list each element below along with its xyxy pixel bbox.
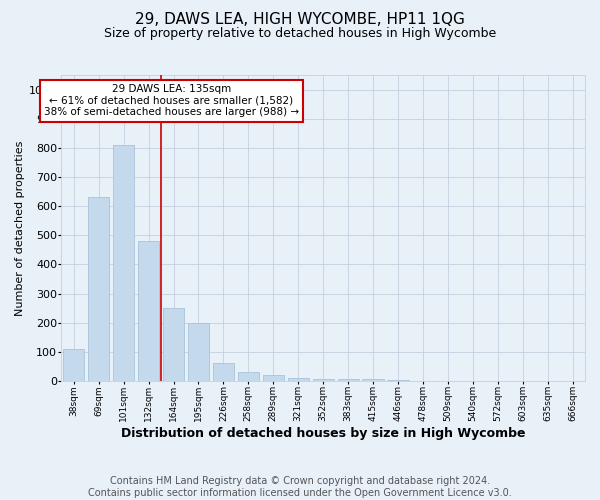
- Bar: [213, 364, 234, 381]
- Bar: [362, 380, 383, 381]
- Bar: [88, 198, 109, 381]
- Bar: [113, 145, 134, 381]
- Text: Contains HM Land Registry data © Crown copyright and database right 2024.
Contai: Contains HM Land Registry data © Crown c…: [88, 476, 512, 498]
- Bar: [338, 380, 359, 381]
- Text: Size of property relative to detached houses in High Wycombe: Size of property relative to detached ho…: [104, 28, 496, 40]
- Bar: [287, 378, 309, 381]
- Bar: [388, 380, 409, 381]
- Bar: [63, 349, 85, 381]
- Bar: [163, 308, 184, 381]
- Bar: [313, 380, 334, 381]
- Text: 29, DAWS LEA, HIGH WYCOMBE, HP11 1QG: 29, DAWS LEA, HIGH WYCOMBE, HP11 1QG: [135, 12, 465, 28]
- Bar: [238, 372, 259, 381]
- Text: 29 DAWS LEA: 135sqm
← 61% of detached houses are smaller (1,582)
38% of semi-det: 29 DAWS LEA: 135sqm ← 61% of detached ho…: [44, 84, 299, 117]
- Bar: [188, 322, 209, 381]
- X-axis label: Distribution of detached houses by size in High Wycombe: Distribution of detached houses by size …: [121, 427, 526, 440]
- Bar: [138, 241, 159, 381]
- Y-axis label: Number of detached properties: Number of detached properties: [15, 140, 25, 316]
- Bar: [263, 375, 284, 381]
